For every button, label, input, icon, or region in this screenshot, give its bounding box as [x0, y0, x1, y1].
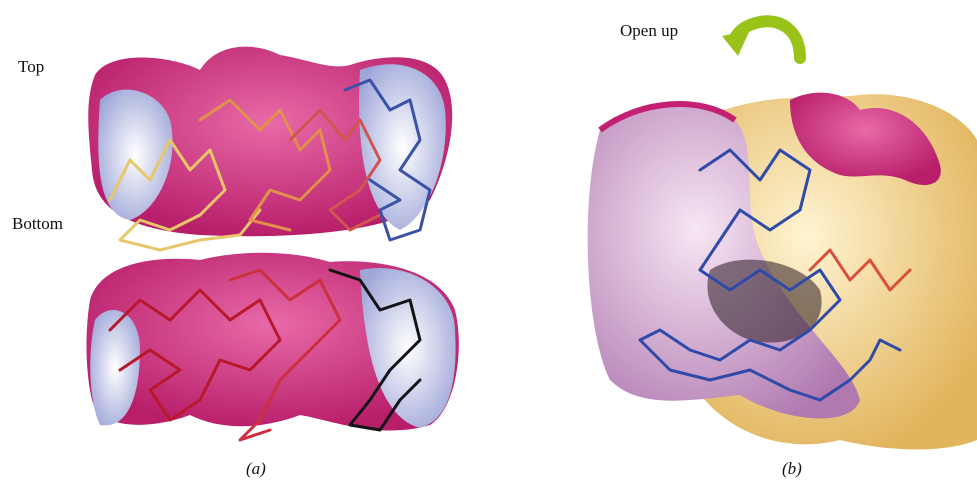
annotation-open-up: Open up	[620, 21, 678, 40]
panel-b	[588, 21, 977, 449]
annotation-top: Top	[18, 57, 44, 76]
page: Top Bottom Open up (a) (b) (() => { cons…	[0, 0, 977, 483]
panel-label-b: (b)	[782, 459, 802, 478]
rotation-arrow	[722, 21, 800, 58]
annotation-bottom: Bottom	[12, 214, 63, 233]
panel-label-a: (a)	[246, 459, 266, 478]
figure: Top Bottom Open up (a) (b)	[0, 0, 977, 483]
panel-a	[86, 47, 458, 440]
